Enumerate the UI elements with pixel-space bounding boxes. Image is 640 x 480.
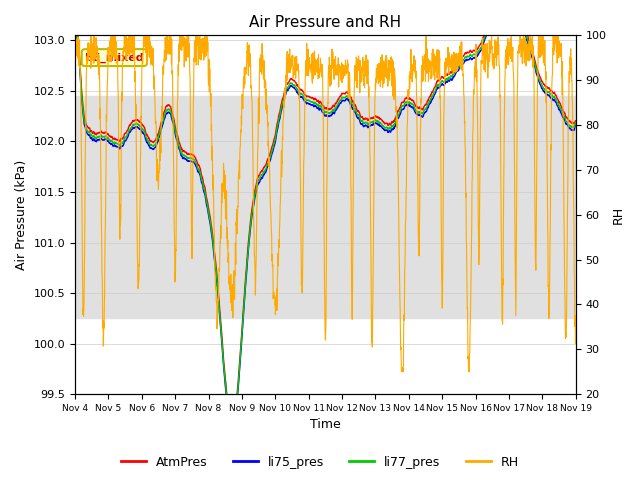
Text: EE_mixed: EE_mixed (85, 52, 143, 63)
Title: Air Pressure and RH: Air Pressure and RH (250, 15, 401, 30)
Legend: AtmPres, li75_pres, li77_pres, RH: AtmPres, li75_pres, li77_pres, RH (116, 451, 524, 474)
X-axis label: Time: Time (310, 419, 340, 432)
Bar (75, 96, 576, 318)
Y-axis label: RH: RH (612, 205, 625, 224)
Y-axis label: Air Pressure (kPa): Air Pressure (kPa) (15, 160, 28, 270)
